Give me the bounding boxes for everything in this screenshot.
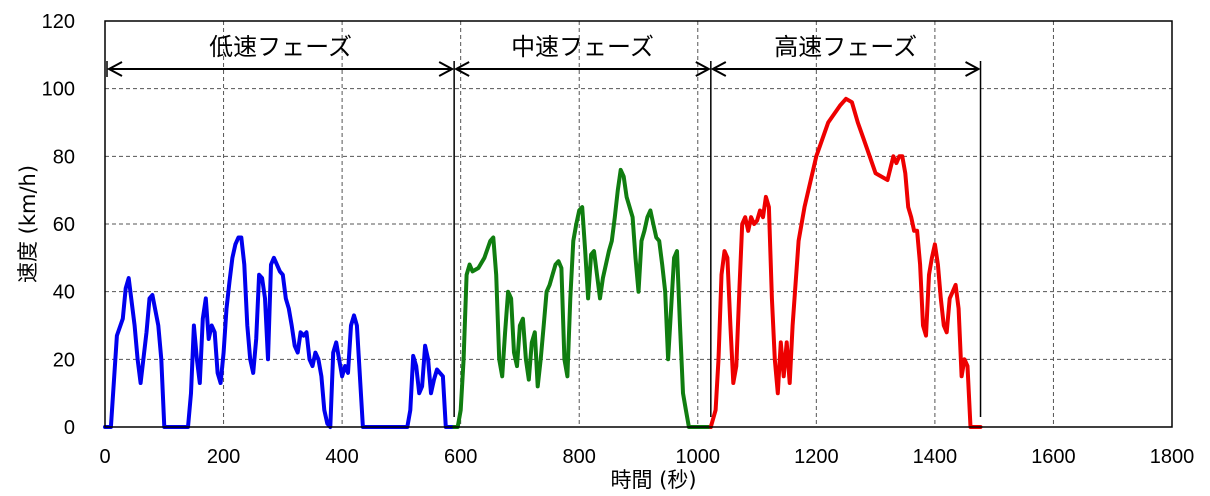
y-tick-label: 80 (53, 146, 75, 168)
y-tick-label: 40 (53, 282, 75, 304)
plot-frame (104, 20, 1173, 428)
phase-annotations: 低速フェーズ 中速フェーズ 高速フェーズ (106, 33, 982, 417)
y-tick-labels: 0 20 40 60 80 100 120 (42, 11, 75, 439)
y-tick-label: 0 (64, 417, 75, 439)
y-tick-label: 100 (42, 79, 75, 101)
x-tick-label: 1600 (1031, 446, 1076, 468)
phase-label: 中速フェーズ (511, 33, 654, 61)
x-axis-title: 時間 (秒) (610, 468, 696, 492)
phase-label: 高速フェーズ (774, 33, 917, 61)
x-tick-label: 200 (207, 446, 240, 468)
y-tick-label: 120 (42, 11, 75, 33)
phase-arrow-head-left (710, 61, 727, 77)
x-tick-label: 1200 (794, 446, 839, 468)
y-tick-label: 20 (53, 349, 75, 371)
x-tick-label: 1400 (913, 446, 958, 468)
phase-arrow-head-right (438, 61, 455, 77)
phase-label: 低速フェーズ (209, 33, 352, 61)
phase-arrow-head-left (454, 61, 470, 77)
phase-arrow-head-right (965, 61, 981, 77)
series-lines (103, 96, 983, 429)
y-tick-label: 60 (53, 214, 75, 236)
x-tick-label: 400 (325, 446, 358, 468)
phase-arrow-head-right (695, 61, 711, 77)
series-line-0 (103, 235, 457, 429)
x-tick-labels: 0 200 400 600 800 1000 1200 1400 1600 1800 (99, 446, 1194, 468)
x-tick-label: 600 (444, 446, 477, 468)
x-tick-label: 0 (99, 446, 110, 468)
phase-arrow-head-left (106, 61, 123, 77)
x-tick-label: 800 (563, 446, 596, 468)
x-tick-label: 1000 (676, 446, 721, 468)
series-line-1 (452, 167, 713, 429)
grid-lines (105, 21, 1172, 427)
y-axis-title: 速度 (km/h) (16, 165, 40, 283)
series-line-2 (708, 96, 983, 429)
x-tick-label: 1800 (1150, 446, 1195, 468)
